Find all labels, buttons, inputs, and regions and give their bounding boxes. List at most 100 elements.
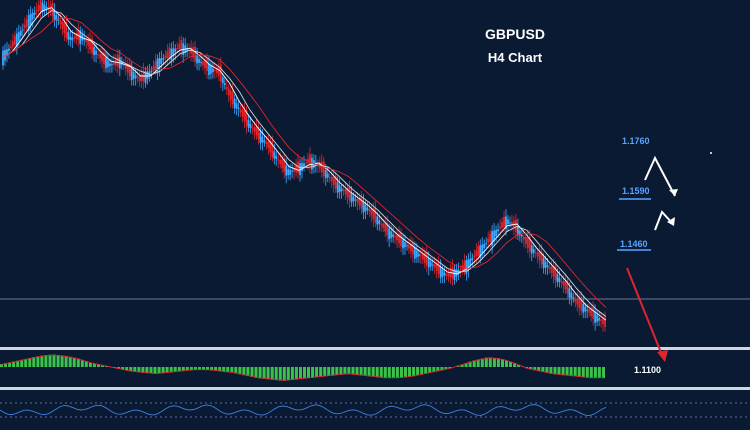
candle-body bbox=[19, 30, 22, 36]
candle-body bbox=[390, 231, 393, 239]
candle-body bbox=[180, 39, 183, 52]
candle-body bbox=[75, 33, 78, 40]
oscillator-bar bbox=[577, 367, 581, 377]
candle-body bbox=[530, 245, 533, 254]
level-label-4: 1.1100 bbox=[634, 365, 661, 375]
candle-body bbox=[31, 13, 34, 20]
oscillator-bar bbox=[424, 367, 428, 374]
candle-body bbox=[348, 186, 351, 201]
oscillator-bar bbox=[315, 367, 319, 378]
candle-body bbox=[481, 244, 484, 254]
candle-body bbox=[366, 207, 369, 211]
candle-body bbox=[194, 46, 196, 62]
candle-body bbox=[132, 72, 135, 79]
oscillator-bar bbox=[363, 367, 367, 376]
candle-body bbox=[338, 185, 341, 193]
oscillator-bar bbox=[351, 367, 355, 375]
oscillator-bar bbox=[52, 354, 56, 367]
candle-body bbox=[485, 243, 488, 245]
oscillator-bar bbox=[589, 367, 593, 379]
candle-body bbox=[144, 71, 147, 84]
candle-body bbox=[69, 36, 72, 40]
candle-body bbox=[483, 243, 486, 249]
oscillator-bar bbox=[173, 367, 177, 372]
candle-body bbox=[206, 59, 208, 72]
oscillator-bar bbox=[585, 367, 589, 378]
candle-body bbox=[433, 264, 436, 268]
candle-body bbox=[550, 266, 553, 273]
oscillator-bar bbox=[193, 367, 197, 370]
oscillator-bar bbox=[557, 367, 561, 375]
oscillator-bar bbox=[20, 359, 24, 367]
oscillator-bar bbox=[496, 358, 500, 367]
oscillator-bar bbox=[391, 367, 395, 379]
oscillator-bar bbox=[480, 358, 484, 367]
candle-body bbox=[402, 239, 404, 249]
candle-body bbox=[299, 163, 301, 175]
candle-body bbox=[410, 243, 412, 252]
candle-body bbox=[600, 319, 602, 321]
candle-body bbox=[17, 32, 20, 42]
candle-body bbox=[182, 43, 185, 55]
candle-body bbox=[514, 219, 517, 232]
oscillator-bar bbox=[88, 362, 92, 367]
oscillator-bar bbox=[299, 367, 302, 380]
candle-body bbox=[406, 245, 408, 247]
candle-body bbox=[95, 50, 97, 55]
oscillator-bar bbox=[282, 367, 286, 381]
oscillator-bar bbox=[294, 367, 298, 380]
oscillator-bar bbox=[44, 355, 48, 367]
candle-body bbox=[126, 63, 129, 73]
candle-body bbox=[509, 222, 511, 224]
candle-body bbox=[303, 163, 305, 167]
oscillator-bar bbox=[290, 367, 294, 380]
candle-body bbox=[417, 253, 420, 257]
oscillator-bar bbox=[250, 367, 254, 377]
candle-body bbox=[116, 54, 119, 67]
candle-body bbox=[364, 204, 367, 212]
candle-body bbox=[285, 165, 288, 176]
candle-body bbox=[328, 177, 331, 179]
candle-body bbox=[10, 46, 12, 48]
oscillator-bar bbox=[545, 367, 549, 373]
oscillator-bar bbox=[593, 367, 597, 379]
oscillator-bar bbox=[97, 364, 100, 367]
oscillator-bar bbox=[92, 363, 96, 367]
oscillator-bar bbox=[72, 357, 76, 367]
candle-body bbox=[540, 251, 543, 265]
oscillator-bar bbox=[238, 367, 242, 375]
candle-body bbox=[263, 140, 266, 143]
candle-body bbox=[479, 245, 482, 258]
oscillator-bar bbox=[149, 367, 153, 374]
candle-body bbox=[59, 21, 62, 25]
candle-body bbox=[293, 168, 295, 172]
oscillator-bar bbox=[181, 367, 185, 371]
candle-body bbox=[253, 127, 256, 132]
candle-body bbox=[39, 0, 42, 11]
oscillator-line-group bbox=[0, 404, 607, 416]
oscillator-bar bbox=[448, 367, 452, 369]
candle-body bbox=[112, 61, 115, 65]
candle-body bbox=[87, 39, 90, 46]
candle-body bbox=[61, 21, 64, 29]
oscillator-bar bbox=[278, 367, 282, 381]
panel-separator-top bbox=[0, 347, 750, 350]
oscillator-bar bbox=[440, 367, 444, 371]
candle-body bbox=[235, 103, 238, 109]
candle-body bbox=[382, 223, 385, 228]
candle-body bbox=[322, 161, 325, 177]
level-label-1: 1.1760 bbox=[622, 136, 650, 146]
oscillator-bar bbox=[84, 361, 88, 367]
candle-body bbox=[518, 230, 521, 236]
candle-body bbox=[360, 196, 363, 209]
candle-body bbox=[326, 173, 329, 178]
candle-body bbox=[378, 220, 381, 225]
candle-body bbox=[33, 12, 36, 15]
projection-arrow-1 bbox=[644, 155, 676, 197]
candle-body bbox=[511, 221, 513, 226]
candle-body bbox=[277, 159, 280, 161]
oscillator-bar bbox=[565, 367, 569, 376]
candle-body bbox=[103, 52, 105, 65]
candle-body bbox=[594, 311, 597, 323]
